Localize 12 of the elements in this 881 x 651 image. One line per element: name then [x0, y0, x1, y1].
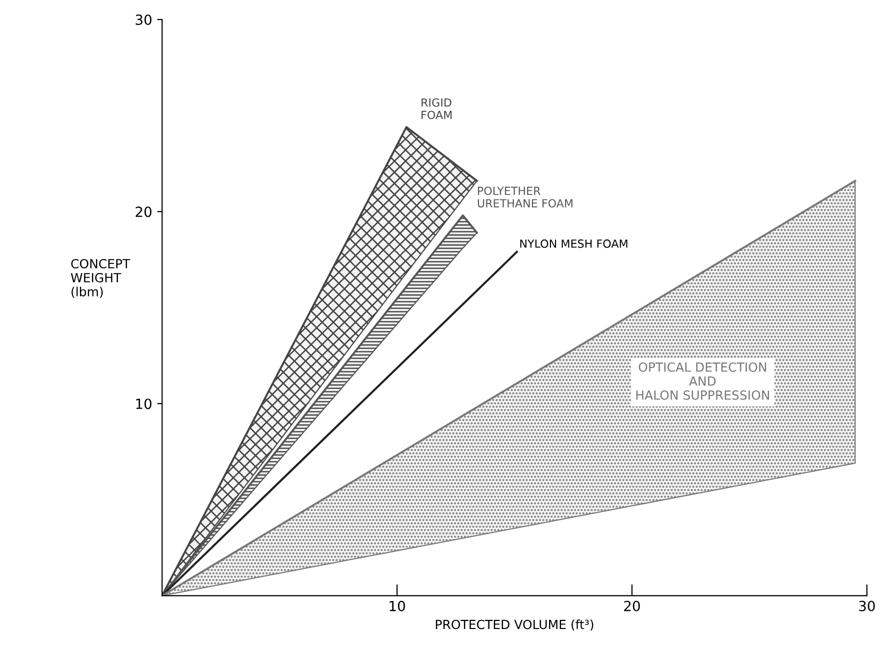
text: OPTICAL DETECTION AND HALON SUPPRESSION: [636, 362, 770, 400]
series-label: NYLON MESH FOAM: [520, 239, 628, 248]
x-tick-label: 20: [624, 600, 640, 612]
y-axis-title: CONCEPT WEIGHT (lbm): [70, 258, 130, 298]
y-tick-label: 20: [136, 206, 152, 218]
series-label: POLYETHER URETHANE FOAM: [478, 186, 572, 208]
y-tick-label: 10: [136, 398, 152, 410]
y-tick-label: 30: [136, 14, 152, 26]
x-tick-label: 10: [390, 600, 405, 612]
series-label: RIGID FOAM: [422, 98, 452, 120]
x-axis-title: PROTECTED VOLUME (ft³): [436, 620, 594, 631]
x-tick-label: 30: [859, 600, 875, 612]
